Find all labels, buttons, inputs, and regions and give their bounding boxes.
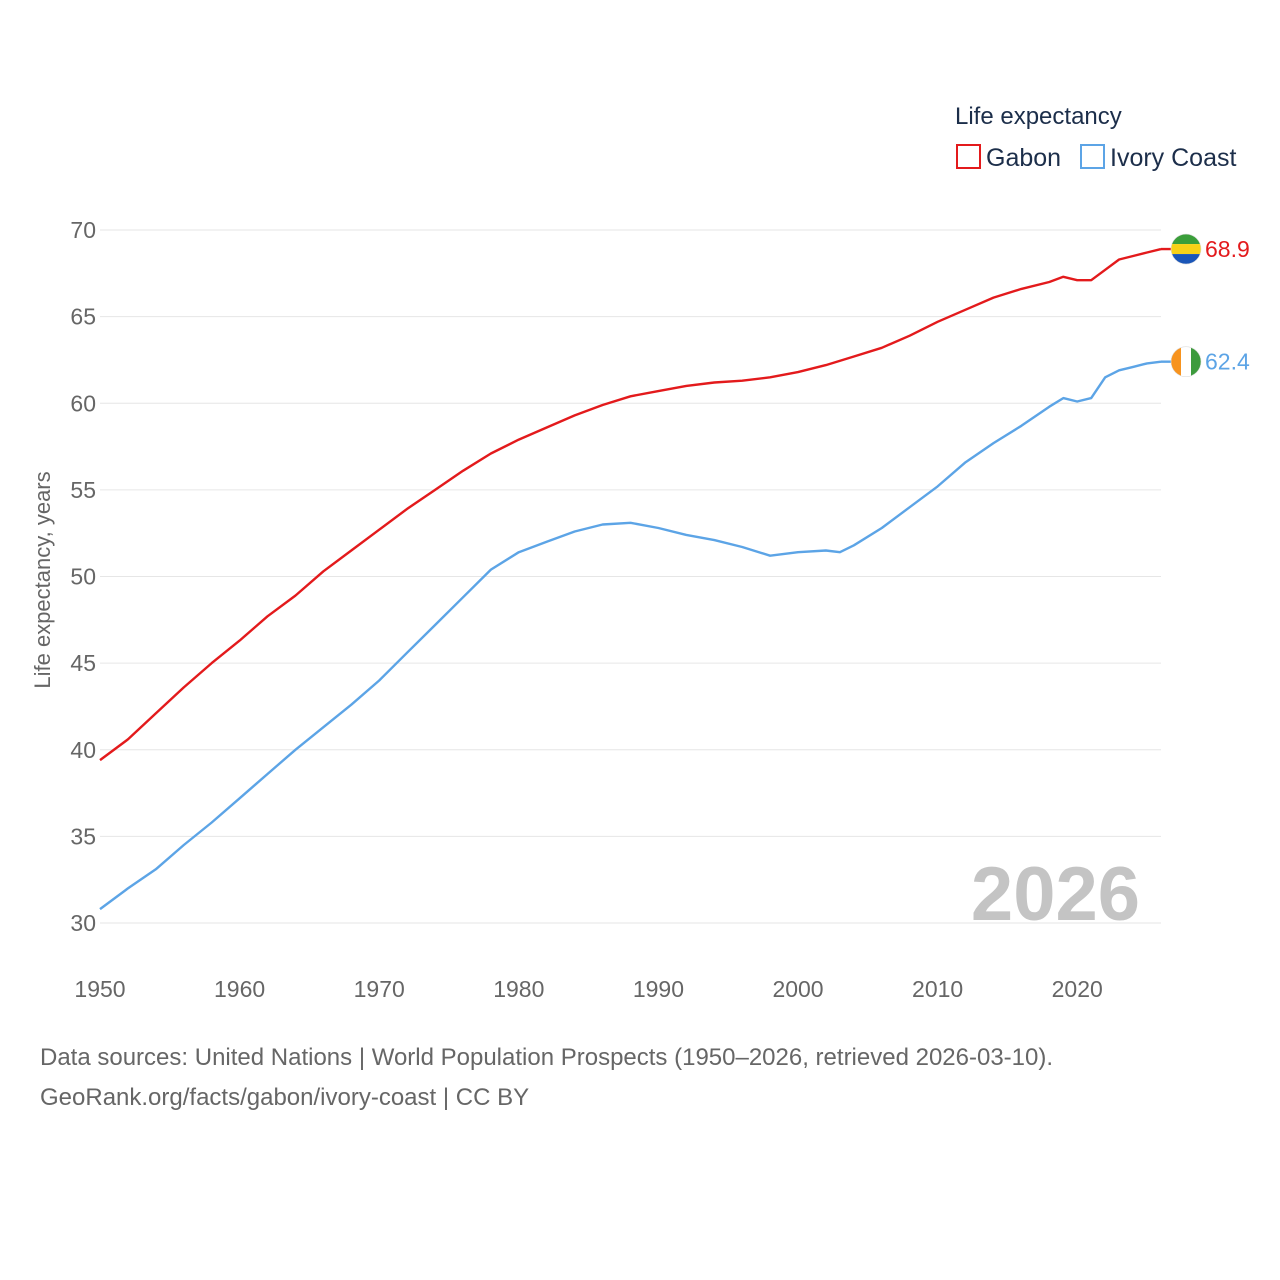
series-line-ivory-coast	[99, 360, 1162, 911]
end-value-label-ivory-coast: 62.4	[1205, 349, 1250, 375]
x-tick-label: 1980	[493, 976, 544, 1002]
year-watermark: 2026	[971, 852, 1140, 937]
x-tick-label: 1950	[74, 976, 125, 1002]
y-tick-label: 65	[70, 304, 96, 330]
y-axis-ticks: 30 35 40 45 50 55 60 65 70	[70, 217, 96, 936]
x-tick-label: 2010	[912, 976, 963, 1002]
legend-item-gabon[interactable]: Gabon	[956, 144, 1061, 172]
legend-label-gabon: Gabon	[986, 144, 1061, 172]
gabon-flag-icon	[1170, 233, 1202, 265]
legend-label-ivory-coast: Ivory Coast	[1110, 144, 1236, 172]
y-tick-label: 70	[70, 217, 96, 243]
y-tick-label: 35	[70, 823, 96, 849]
end-value-label-gabon: 68.9	[1205, 236, 1250, 262]
x-tick-label: 1990	[633, 976, 684, 1002]
legend-swatch-gabon	[956, 144, 981, 169]
x-axis-ticks: 1950 1960 1970 1980 1990 2000 2010 2020	[74, 976, 1102, 1002]
grid	[100, 229, 1161, 924]
x-tick-label: 1960	[214, 976, 265, 1002]
x-tick-label: 1970	[354, 976, 405, 1002]
ivory-coast-flag-icon	[1170, 346, 1202, 377]
series-end-markers: 68.9 62.4	[1161, 233, 1250, 377]
y-tick-label: 60	[70, 390, 96, 416]
series-line-gabon	[99, 247, 1162, 762]
y-tick-label: 55	[70, 477, 96, 503]
x-tick-label: 2020	[1052, 976, 1103, 1002]
x-tick-label: 2000	[772, 976, 823, 1002]
legend: Life expectancy Gabon Ivory Coast	[955, 103, 1236, 172]
y-tick-label: 40	[70, 737, 96, 763]
footer-sources: Data sources: United Nations | World Pop…	[40, 1044, 1054, 1071]
y-axis-label: Life expectancy, years	[30, 471, 55, 688]
legend-swatch-ivory-coast	[1080, 144, 1105, 169]
y-tick-label: 30	[70, 910, 96, 936]
legend-title: Life expectancy	[955, 103, 1122, 130]
legend-item-ivory-coast[interactable]: Ivory Coast	[1080, 144, 1236, 172]
series-lines	[99, 247, 1162, 911]
footer-attribution: GeoRank.org/facts/gabon/ivory-coast | CC…	[40, 1084, 530, 1111]
y-tick-label: 50	[70, 564, 96, 590]
y-tick-label: 45	[70, 650, 96, 676]
